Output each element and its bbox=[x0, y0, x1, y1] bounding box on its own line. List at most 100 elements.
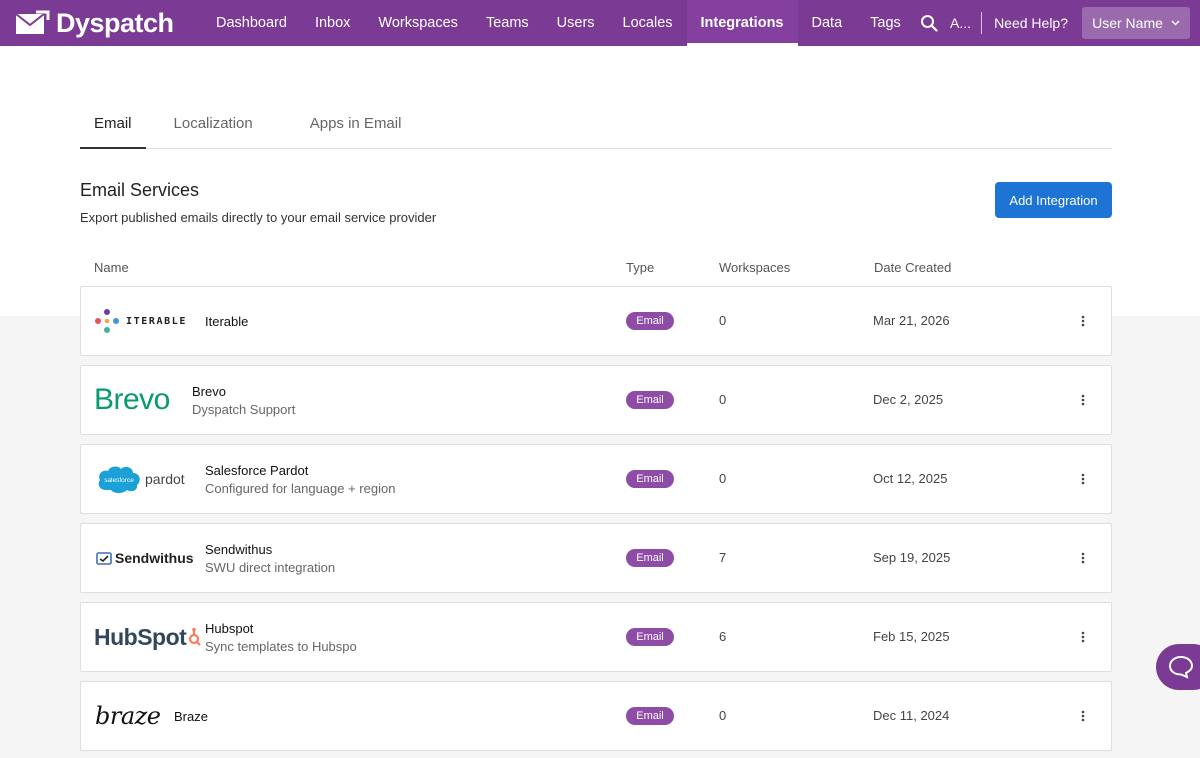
nav-item-data[interactable]: Data bbox=[811, 15, 843, 31]
brevo-logo-text: Brevo bbox=[94, 383, 170, 416]
brevo-logo: Brevo bbox=[94, 366, 170, 434]
section-subtitle: Export published emails directly to your… bbox=[80, 210, 437, 225]
row-name-block: Brevo Dyspatch Support bbox=[192, 366, 295, 434]
nav-item-tags[interactable]: Tags bbox=[870, 15, 901, 31]
type-badge: Email bbox=[626, 549, 674, 567]
user-name: User Name bbox=[1092, 15, 1163, 31]
integration-name: Sendwithus bbox=[205, 541, 273, 557]
nav-item-inbox[interactable]: Inbox bbox=[314, 15, 351, 31]
tab-email[interactable]: Email bbox=[80, 98, 146, 149]
column-header-type: Type bbox=[626, 260, 655, 275]
workspace-count: 7 bbox=[719, 550, 727, 565]
date-created: Oct 12, 2025 bbox=[873, 471, 948, 486]
hubspot-logo: HubSpot bbox=[94, 603, 202, 671]
date-created: Mar 21, 2026 bbox=[873, 313, 950, 328]
nav-item-users[interactable]: Users bbox=[556, 15, 595, 31]
workspace-count: 0 bbox=[719, 471, 727, 486]
nav-item-locales[interactable]: Locales bbox=[622, 15, 673, 31]
top-nav: Dyspatch Dashboard Inbox Workspaces Team… bbox=[0, 0, 1200, 46]
integration-name: Hubspot bbox=[205, 620, 254, 636]
table-row[interactable]: HubSpot Hubspot Sync templates to Hubspo… bbox=[80, 602, 1112, 672]
sendwithus-logo-text: Sendwithus bbox=[115, 550, 194, 566]
integration-description: SWU direct integration bbox=[205, 559, 336, 575]
add-integration-button[interactable]: Add Integration bbox=[995, 182, 1112, 218]
row-menu-button[interactable] bbox=[1073, 704, 1093, 728]
iterable-mark-icon bbox=[95, 309, 119, 333]
search-icon bbox=[921, 15, 938, 32]
search-button[interactable] bbox=[912, 0, 946, 46]
hubspot-logo-text: HubSpot bbox=[94, 623, 187, 650]
sendwithus-logo: Sendwithus bbox=[96, 524, 194, 592]
hubspot-sprocket-icon bbox=[189, 627, 202, 646]
brand-name: Dyspatch bbox=[56, 7, 174, 38]
column-header-workspaces: Workspaces bbox=[719, 260, 791, 275]
table-row[interactable]: Brevo Brevo Dyspatch Support Email 0 Dec… bbox=[80, 365, 1112, 435]
chat-bubble-icon bbox=[1168, 655, 1194, 679]
need-help-link[interactable]: Need Help? bbox=[994, 15, 1068, 31]
workspace-count: 6 bbox=[719, 629, 727, 644]
nav-divider bbox=[981, 12, 983, 34]
row-menu-button[interactable] bbox=[1073, 546, 1093, 570]
row-name-block: Iterable bbox=[205, 287, 248, 355]
row-name-block: Braze bbox=[174, 682, 208, 750]
integration-name: Iterable bbox=[205, 313, 249, 329]
date-created: Dec 11, 2024 bbox=[873, 708, 950, 723]
salesforce-cloud-text: salesforce bbox=[104, 477, 134, 484]
type-badge: Email bbox=[626, 391, 674, 409]
table-row[interactable]: salesforce pardot Salesforce Pardot Conf… bbox=[80, 444, 1112, 514]
sendwithus-mark-icon bbox=[96, 552, 112, 565]
type-badge: Email bbox=[626, 707, 674, 725]
row-menu-button[interactable] bbox=[1073, 309, 1093, 333]
nav-right: A... Need Help? User Name bbox=[912, 0, 1190, 46]
nav-item-teams[interactable]: Teams bbox=[485, 15, 529, 31]
more-vertical-icon bbox=[1081, 631, 1085, 643]
envelope-logo-icon bbox=[15, 10, 50, 34]
row-menu-button[interactable] bbox=[1073, 625, 1093, 649]
nav-item-dashboard[interactable]: Dashboard bbox=[216, 15, 287, 31]
column-header-date-created: Date Created bbox=[874, 260, 952, 275]
more-vertical-icon bbox=[1081, 394, 1085, 406]
nav-item-workspaces[interactable]: Workspaces bbox=[378, 15, 458, 31]
table-row[interactable]: Sendwithus Sendwithus SWU direct integra… bbox=[80, 523, 1112, 593]
section-title: Email Services bbox=[80, 180, 200, 200]
chat-widget-button[interactable] bbox=[1156, 644, 1200, 690]
iterable-logo-text: ITERABLE bbox=[126, 315, 187, 327]
type-badge: Email bbox=[626, 628, 674, 646]
nav-item-integrations[interactable]: Integrations bbox=[686, 0, 798, 46]
iterable-logo: ITERABLE bbox=[94, 287, 187, 355]
integration-name: Salesforce Pardot bbox=[205, 462, 309, 478]
more-vertical-icon bbox=[1081, 552, 1085, 564]
chevron-down-icon bbox=[1171, 20, 1180, 26]
date-created: Dec 2, 2025 bbox=[873, 392, 944, 407]
integration-description: Sync templates to Hubspo bbox=[205, 638, 357, 654]
column-header-name: Name bbox=[94, 260, 129, 275]
account-switcher[interactable]: A... bbox=[950, 15, 972, 31]
tab-localization[interactable]: Localization bbox=[173, 114, 253, 132]
type-badge: Email bbox=[626, 470, 674, 488]
brand[interactable]: Dyspatch bbox=[0, 0, 202, 46]
integration-name: Braze bbox=[174, 708, 208, 724]
row-menu-button[interactable] bbox=[1073, 467, 1093, 491]
row-name-block: Sendwithus SWU direct integration bbox=[205, 524, 335, 592]
integration-description: Dyspatch Support bbox=[192, 401, 296, 417]
type-badge: Email bbox=[626, 312, 674, 330]
salesforce-pardot-logo: salesforce pardot bbox=[96, 445, 185, 513]
row-name-block: Salesforce Pardot Configured for languag… bbox=[205, 445, 395, 513]
date-created: Feb 15, 2025 bbox=[873, 629, 950, 644]
user-menu-button[interactable]: User Name bbox=[1082, 7, 1190, 39]
row-menu-button[interactable] bbox=[1073, 388, 1093, 412]
integration-description: Configured for language + region bbox=[205, 480, 396, 496]
table-row[interactable]: ITERABLE Iterable Email 0 Mar 21, 2026 bbox=[80, 286, 1112, 356]
braze-logo: braze bbox=[95, 682, 161, 750]
braze-logo-text: braze bbox=[95, 702, 161, 730]
workspace-count: 0 bbox=[719, 392, 727, 407]
date-created: Sep 19, 2025 bbox=[873, 550, 951, 565]
workspace-count: 0 bbox=[719, 708, 727, 723]
more-vertical-icon bbox=[1081, 710, 1085, 722]
integration-name: Brevo bbox=[192, 383, 226, 399]
more-vertical-icon bbox=[1081, 315, 1085, 327]
table-row[interactable]: braze Braze Email 0 Dec 11, 2024 bbox=[80, 681, 1112, 751]
more-vertical-icon bbox=[1081, 473, 1085, 485]
tab-apps-in-email[interactable]: Apps in Email bbox=[309, 114, 402, 132]
salesforce-cloud-icon: salesforce bbox=[98, 466, 140, 493]
